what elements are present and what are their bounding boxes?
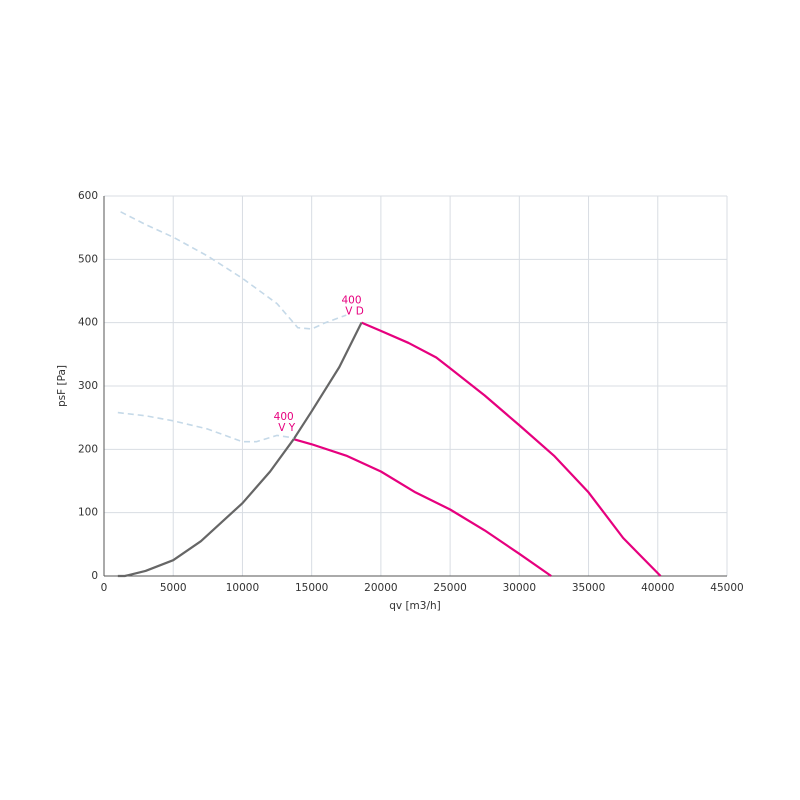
x-axis-label: qv [m3/h] [389,600,441,612]
x-tick-label: 20000 [364,582,397,594]
annotation: 400 [274,411,294,423]
x-tick-label: 5000 [160,582,187,594]
annotation: 400 [341,295,361,307]
x-tick-label: 35000 [572,582,605,594]
series-line [293,438,552,577]
annotation: V Y [278,422,296,434]
x-tick-label: 15000 [295,582,328,594]
x-tick-label: 0 [101,582,108,594]
annotation: V D [345,306,364,318]
y-axis-label: psF [Pa] [56,365,68,407]
series-line [361,321,662,577]
y-tick-label: 100 [78,507,98,519]
y-tick-label: 500 [78,253,98,265]
y-tick-label: 200 [78,443,98,455]
x-tick-label: 30000 [503,582,536,594]
x-tick-label: 40000 [641,582,674,594]
y-tick-label: 300 [78,380,98,392]
series-line [117,322,363,578]
x-tick-label: 10000 [226,582,259,594]
y-tick-label: 600 [78,190,98,202]
x-tick-label: 45000 [710,582,743,594]
series-line [117,411,294,443]
x-tick-label: 25000 [433,582,466,594]
series-line [120,211,347,330]
y-tick-label: 400 [78,317,98,329]
y-tick-label: 0 [91,570,98,582]
